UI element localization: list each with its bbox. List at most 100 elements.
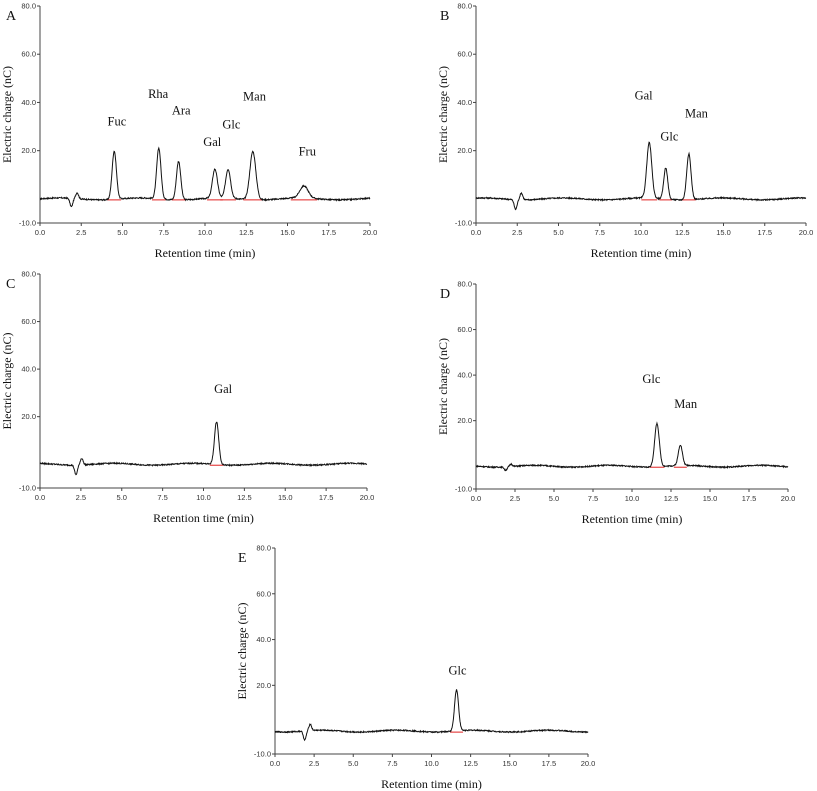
chromatogram-trace bbox=[39, 421, 368, 476]
peak-label-gal: Gal bbox=[203, 135, 222, 149]
x-tick-label: 17.5 bbox=[319, 493, 334, 502]
x-axis-label: Retention time (min) bbox=[591, 246, 692, 260]
y-tick-label: 40.0 bbox=[21, 98, 36, 107]
x-tick-label: 15.0 bbox=[278, 493, 293, 502]
x-tick-label: 7.5 bbox=[387, 759, 397, 768]
x-tick-label: 15.0 bbox=[703, 494, 718, 503]
x-tick-label: 7.5 bbox=[157, 493, 167, 502]
x-tick-label: 0.0 bbox=[471, 494, 481, 503]
peak-label-ara: Ara bbox=[172, 104, 191, 118]
x-tick-label: 7.5 bbox=[595, 228, 605, 237]
y-tick-label: 60.0 bbox=[457, 50, 472, 59]
peak-label-glc: Glc bbox=[642, 372, 661, 386]
peak-label-rha: Rha bbox=[148, 87, 169, 101]
peak-label-man: Man bbox=[674, 397, 698, 411]
y-tick-label: -10.0 bbox=[254, 750, 271, 759]
x-tick-label: 5.0 bbox=[117, 493, 127, 502]
y-tick-label: 20.0 bbox=[457, 416, 472, 425]
chart-panel-c: 0.0 2.5 5.0 7.5 10.0 12.5 15.0 17.5 20.0 -10.0 20.… bbox=[0, 270, 374, 526]
y-tick-label: 20.0 bbox=[21, 146, 36, 155]
chart-panel-a: 0.0 2.5 5.0 7.5 10.0 12.5 15.0 17.5 20.0 -10.0 20.… bbox=[0, 2, 377, 261]
chart-panel-b: 0.0 2.5 5.0 7.5 10.0 12.5 15.0 17.5 20.0 -10.0 20.… bbox=[436, 2, 813, 261]
y-tick-label: 20.0 bbox=[457, 146, 472, 155]
x-tick-label: 2.5 bbox=[309, 759, 319, 768]
panel-letter: C bbox=[6, 277, 15, 292]
y-tick-label: 20.0 bbox=[21, 412, 36, 421]
x-tick-label: 20.0 bbox=[781, 494, 796, 503]
peak-label-man: Man bbox=[685, 107, 709, 121]
x-tick-label: 7.5 bbox=[588, 494, 598, 503]
y-tick-label: 40.0 bbox=[457, 98, 472, 107]
y-tick-label: 80.0 bbox=[21, 270, 36, 279]
chromatogram-trace bbox=[39, 146, 371, 208]
x-axis-label: Retention time (min) bbox=[381, 777, 482, 791]
x-tick-label: 15.0 bbox=[716, 228, 731, 237]
peak-label-man: Man bbox=[243, 89, 267, 103]
y-tick-label: 60.0 bbox=[256, 589, 271, 598]
x-tick-label: 17.5 bbox=[542, 759, 557, 768]
x-tick-label: 5.0 bbox=[348, 759, 358, 768]
y-axis-label: Electric charge (nC) bbox=[0, 332, 14, 429]
x-axis-label: Retention time (min) bbox=[582, 512, 683, 526]
x-tick-label: 12.5 bbox=[463, 759, 478, 768]
chart-panel-e: 0.0 2.5 5.0 7.5 10.0 12.5 15.0 17.5 20.0 -10.0 20.… bbox=[235, 544, 595, 791]
y-tick-label: 80.0 bbox=[21, 2, 36, 11]
peak-label-glc: Glc bbox=[222, 118, 241, 132]
x-tick-label: 15.0 bbox=[502, 759, 517, 768]
x-tick-label: 0.0 bbox=[35, 493, 45, 502]
x-tick-label: 0.0 bbox=[471, 228, 481, 237]
panel-letter: A bbox=[6, 9, 17, 24]
x-tick-label: 15.0 bbox=[280, 228, 295, 237]
y-axis-label: Electric charge (nC) bbox=[436, 66, 450, 163]
y-tick-label: -10.0 bbox=[455, 219, 472, 228]
chromatogram-trace bbox=[274, 689, 589, 742]
peak-label-gal: Gal bbox=[214, 382, 233, 396]
y-axis-label: Electric charge (nC) bbox=[0, 66, 14, 163]
x-tick-label: 17.5 bbox=[321, 228, 336, 237]
x-axis-label: Retention time (min) bbox=[153, 511, 254, 525]
x-tick-label: 12.5 bbox=[664, 494, 679, 503]
x-tick-label: 10.0 bbox=[634, 228, 649, 237]
y-tick-label: 60.0 bbox=[21, 317, 36, 326]
x-tick-label: 5.0 bbox=[549, 494, 559, 503]
y-tick-label: 80.0 bbox=[457, 280, 472, 289]
panel-letter: B bbox=[440, 9, 449, 24]
x-tick-label: 17.5 bbox=[742, 494, 757, 503]
peak-label-gal: Gal bbox=[635, 88, 654, 102]
y-tick-label: -10.0 bbox=[19, 219, 36, 228]
peak-label-glc: Glc bbox=[448, 663, 467, 677]
x-tick-label: 7.5 bbox=[159, 228, 169, 237]
x-tick-label: 10.0 bbox=[198, 228, 213, 237]
y-axis-label: Electric charge (nC) bbox=[436, 338, 450, 435]
x-tick-label: 12.5 bbox=[237, 493, 252, 502]
x-tick-label: 2.5 bbox=[76, 493, 86, 502]
y-axis-label: Electric charge (nC) bbox=[235, 602, 249, 699]
peak-label-fru: Fru bbox=[299, 145, 317, 159]
x-tick-label: 2.5 bbox=[76, 228, 86, 237]
x-tick-label: 10.0 bbox=[196, 493, 211, 502]
y-tick-label: 40.0 bbox=[457, 371, 472, 380]
y-tick-label: -10.0 bbox=[19, 484, 36, 493]
x-tick-label: 12.5 bbox=[239, 228, 254, 237]
x-tick-label: 5.0 bbox=[553, 228, 563, 237]
x-tick-label: 2.5 bbox=[510, 494, 520, 503]
chart-panel-d: 0.0 2.5 5.0 7.5 10.0 12.5 15.0 17.5 20.0 -10.0 20.… bbox=[436, 280, 795, 527]
y-tick-label: 60.0 bbox=[457, 325, 472, 334]
x-tick-label: 10.0 bbox=[625, 494, 640, 503]
x-tick-label: 10.0 bbox=[424, 759, 439, 768]
x-tick-label: 20.0 bbox=[360, 493, 375, 502]
x-tick-label: 0.0 bbox=[35, 228, 45, 237]
chromatogram-trace bbox=[475, 141, 807, 211]
x-tick-label: 20.0 bbox=[799, 228, 814, 237]
y-tick-label: 80.0 bbox=[457, 2, 472, 11]
chromatogram-trace bbox=[475, 421, 789, 472]
x-tick-label: 2.5 bbox=[512, 228, 522, 237]
panel-letter: D bbox=[440, 287, 450, 302]
x-tick-label: 20.0 bbox=[581, 759, 596, 768]
x-tick-label: 5.0 bbox=[117, 228, 127, 237]
y-tick-label: 20.0 bbox=[256, 681, 271, 690]
y-tick-label: 80.0 bbox=[256, 544, 271, 553]
y-tick-label: 40.0 bbox=[21, 365, 36, 374]
x-tick-label: 17.5 bbox=[757, 228, 772, 237]
